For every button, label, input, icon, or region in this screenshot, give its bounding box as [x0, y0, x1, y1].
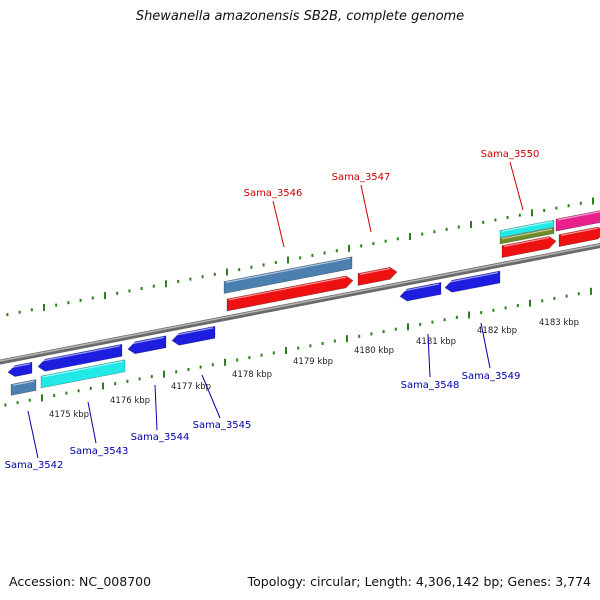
genome-backbone: [0, 243, 600, 365]
cds-sama-3547-shine: [359, 267, 391, 275]
scale-tick-label: 4183 kbp: [539, 318, 579, 328]
gene-sama-3546-shine: [225, 257, 351, 283]
scale-tick-label: 4182 kbp: [477, 326, 517, 336]
gene-sama-3542: [10, 379, 37, 396]
tick-labels-layer: 4175 kbp 4176 kbp 4177 kbp 4178 kbp 4179 kbp…: [49, 318, 579, 420]
cds-sama-3546-shine: [228, 276, 347, 301]
gene-label: Sama_3546: [244, 188, 303, 199]
tick-marks-layer: [4, 197, 594, 407]
gene-leader-line: [272, 200, 285, 248]
gene-label: Sama_3543: [70, 446, 129, 457]
gene-labels-layer: Sama_3546 Sama_3547 Sama_3550 Sama_3542 Sama…: [5, 149, 540, 471]
features-layer: [7, 210, 600, 396]
accession-text: Accession: NC_008700: [9, 574, 152, 589]
gene-sama-3551-pink-shine: [557, 211, 600, 221]
genome-backbone-highlight: [0, 243, 600, 362]
genome-title: Shewanella amazonensis SB2B, complete ge…: [135, 9, 465, 24]
gene-label: Sama_3550: [481, 149, 540, 160]
gene-label: Sama_3549: [462, 371, 521, 382]
scale-tick-label: 4180 kbp: [354, 346, 394, 356]
cds-sama-3549-shine: [446, 272, 499, 284]
gene-label: Sama_3542: [5, 460, 64, 471]
cds-sama-3543-shine: [39, 345, 121, 362]
gene-leader-line: [27, 410, 39, 459]
genome-summary-text: Topology: circular; Length: 4,306,142 bp…: [247, 574, 591, 589]
gene-label: Sama_3548: [401, 380, 460, 391]
gene-leader-line: [509, 161, 524, 211]
gene-leader-line: [87, 401, 97, 444]
gene-leader-line: [360, 184, 372, 233]
cds-sama-3550-shine: [503, 237, 550, 247]
cds-sama-3551-shine: [560, 227, 599, 236]
scale-tick-label: 4181 kbp: [416, 337, 456, 347]
cds-sama-3551: [558, 226, 600, 247]
gene-sama-3551-pink: [555, 210, 600, 232]
scale-tick-label: 4179 kbp: [293, 357, 333, 367]
cds-sama-3546: [226, 275, 354, 312]
gene-leader-line: [480, 322, 491, 369]
cds-sama-3542-shine: [9, 363, 31, 369]
gene-sama-3550-cyan-shine: [501, 221, 553, 232]
cds-sama-3550: [501, 236, 557, 258]
gene-label: Sama_3544: [131, 432, 190, 443]
cds-sama-3548-shine: [401, 283, 440, 292]
gene-leader-line: [154, 384, 158, 431]
gene-sama-3550-olive-shine: [501, 228, 553, 240]
gene-sama-3546: [223, 256, 353, 294]
gene-leader-line: [427, 333, 431, 378]
cds-sama-3547: [357, 266, 398, 286]
scale-tick-label: 4178 kbp: [232, 370, 272, 380]
cds-sama-3545-shine: [173, 327, 214, 336]
gene-sama-3543-shine: [42, 360, 124, 378]
scale-tick-label: 4175 kbp: [49, 410, 89, 420]
cds-sama-3544-shine: [129, 336, 165, 345]
scale-tick-label: 4177 kbp: [171, 382, 211, 392]
scale-tick-label: 4176 kbp: [110, 396, 150, 406]
backbone-layer: [0, 243, 600, 365]
gene-sama-3542-shine: [12, 380, 35, 386]
gene-leader-line: [201, 374, 221, 419]
gene-label: Sama_3545: [193, 420, 252, 431]
gene-sama-3543: [40, 359, 126, 389]
gene-label: Sama_3547: [332, 172, 391, 183]
